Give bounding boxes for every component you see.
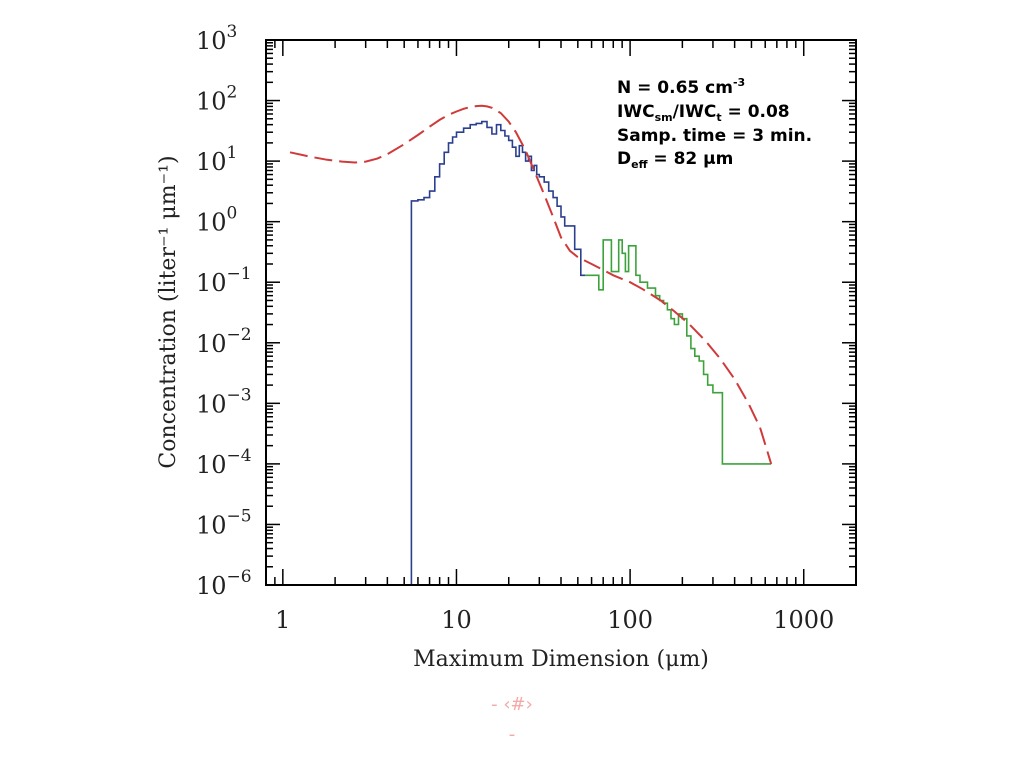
stats-annotation: N = 0.65 cm-3 IWCsm/IWCt = 0.08 Samp. ti… [617, 76, 812, 171]
tick-labels: 1 10 100 1000 103 102 101 100 10−1 10−2 10−3 10−4 10… [196, 22, 834, 634]
ticks-layer [265, 39, 857, 586]
x-tick-label: 1 [275, 606, 290, 634]
series-0-line [266, 120, 585, 586]
x-tick-label: 100 [607, 606, 653, 634]
y-tick-label: 100 [196, 204, 237, 237]
annotation-line-samp-time: Samp. time = 3 min. [617, 126, 812, 146]
x-tick-label: 10 [441, 606, 472, 634]
y-tick-label: 10−3 [196, 385, 252, 418]
annotation-line-deff: Deff = 82 μm [617, 149, 733, 171]
slide-number-footer: - ‹#› [491, 694, 533, 715]
y-tick-label: 10−5 [196, 506, 252, 539]
annotation-line-n: N = 0.65 cm-3 [617, 76, 745, 98]
y-tick-label: 10−6 [196, 567, 252, 600]
series-1-line [585, 239, 772, 465]
y-axis-title: Concentration (liter⁻¹ μm⁻¹) [156, 155, 181, 468]
footer-dash: - [508, 724, 516, 745]
y-tick-label: 10−2 [196, 325, 252, 358]
series-layer [266, 104, 773, 586]
y-tick-label: 10−1 [196, 264, 252, 297]
series-2-line [289, 104, 773, 465]
y-tick-label: 103 [196, 22, 237, 55]
y-tick-label: 101 [196, 143, 237, 176]
x-tick-label: 1000 [773, 606, 834, 634]
y-tick-label: 10−4 [196, 446, 252, 479]
x-axis-title: Maximum Dimension (μm) [413, 647, 709, 672]
annotation-line-iwc: IWCsm/IWCt = 0.08 [617, 102, 790, 124]
y-tick-label: 102 [196, 83, 237, 116]
